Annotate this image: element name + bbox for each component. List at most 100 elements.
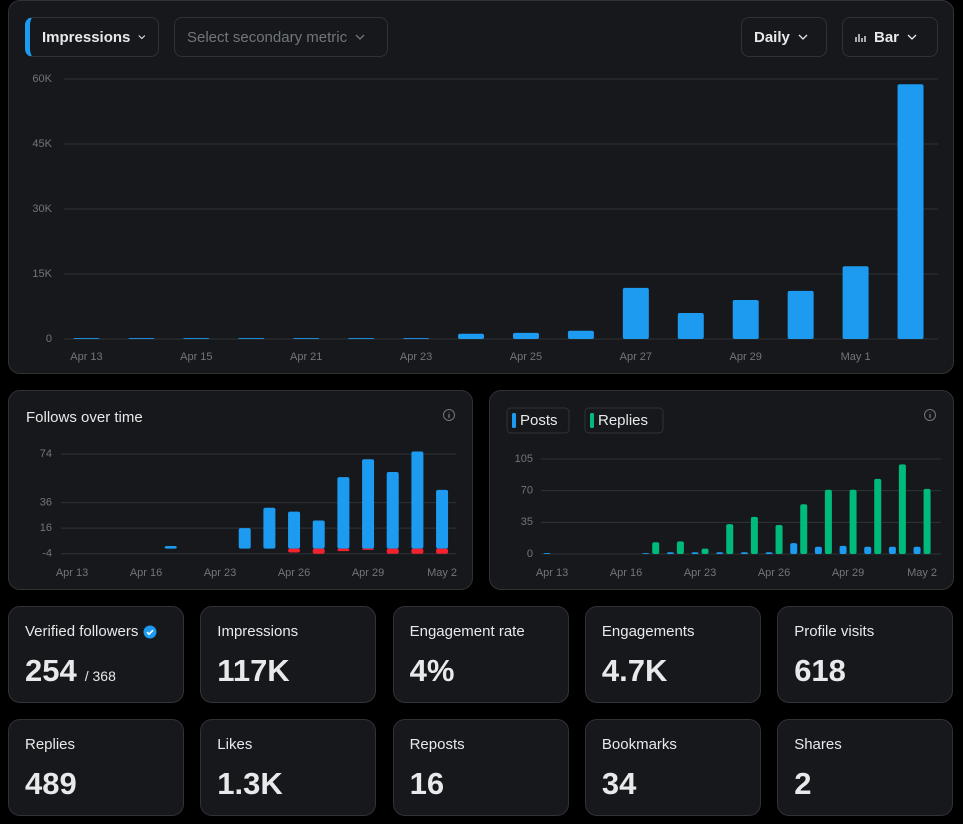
stat-value-text: 254 [25,653,77,688]
stat-label-text: Engagement rate [409,623,525,640]
bar [362,459,375,549]
bar [73,338,100,339]
x-tick-label: May 1 [841,351,871,363]
bar [732,300,759,339]
stat-card: Impressions 117K [200,606,377,703]
bar [642,553,650,554]
x-tick-label: Apr 26 [758,567,790,579]
stat-value-text: 1.3K [217,766,283,801]
x-tick-label: Apr 13 [70,351,102,363]
stat-label-text: Profile visits [794,623,875,640]
chart-type-select[interactable]: Bar [842,17,938,57]
x-tick-label: Apr 16 [130,567,162,579]
stat-card: Shares 2 [777,719,954,816]
bar [701,548,709,554]
bar [403,338,430,339]
stat-label: Shares [794,736,842,753]
secondary-select[interactable]: Select secondary metric [174,17,388,57]
y-tick-label: 16 [40,522,52,534]
interval-select[interactable]: Daily [741,17,827,57]
bar [238,338,265,339]
stat-value: 34 [602,766,636,802]
bar [348,338,375,339]
bar [337,548,350,552]
stat-label-text: Engagements [601,623,695,640]
stat-label-text: Impressions [217,623,299,640]
x-tick-label: Apr 13 [536,567,568,579]
bar [183,338,210,339]
x-tick-label: Apr 29 [832,567,864,579]
x-tick-label: Apr 29 [352,567,384,579]
legend-box [584,407,664,434]
stat-label: Reposts [410,736,465,753]
info-icon[interactable] [923,408,937,422]
y-tick-label: 70 [521,485,533,497]
x-tick-label: Apr 25 [510,351,542,363]
legend-label: Posts [520,412,558,429]
bar [652,542,660,554]
x-tick-label: May 2 [427,567,457,579]
bar [622,287,649,339]
stat-total: / 368 [84,668,116,684]
stat-label-text: Reposts [409,736,465,753]
bar [775,525,783,554]
stat-card: Profile visits 618 [777,606,954,703]
follows-chart: -4 16 36 74 Follows over time Apr 13 Apr 16 Apr… [26,409,457,579]
bar [842,266,869,339]
bar [293,338,320,339]
bar [128,338,155,339]
metric-select[interactable]: Impressions [25,17,159,57]
bar [288,548,301,553]
chevron [138,35,146,40]
legend-swatch [512,413,516,428]
x-tick-label: May 2 [907,567,937,579]
stat-card: Engagements 4.7K [584,606,761,703]
info-icon[interactable] [442,408,456,422]
x-tick-label: Apr 16 [610,567,642,579]
stat-card: Bookmarks 34 [584,719,761,816]
bar [849,489,857,554]
stat-value-text: 618 [794,653,846,688]
bar [411,451,424,549]
y-tick-label: 74 [40,448,52,460]
metric-label: Impressions [42,28,131,46]
y-tick-label: 0 [527,548,533,560]
stat-value: 618 [794,653,846,689]
bar [512,332,539,339]
chart-title: Follows over time [26,409,143,426]
stat-value: 4.7K [602,653,667,689]
legend-box [506,407,570,434]
bar [790,543,798,554]
y-tick-label: 0 [46,333,52,345]
bar [386,471,399,549]
bar [874,478,882,554]
bar [800,504,808,554]
bar [913,546,921,554]
stat-card: Likes 1.3K [200,719,377,816]
stat-value: 2 [794,766,811,802]
y-tick-label: 45K [32,138,52,150]
bar [864,546,872,554]
bar [897,84,924,339]
follows-panel: -4 16 36 74 Follows over time Apr 13 Apr 16 Apr… [8,390,473,590]
x-tick-label: Apr 23 [684,567,716,579]
stat-card: Reposts 16 [392,719,569,816]
x-tick-label: Apr 23 [204,567,236,579]
bar [436,489,449,549]
chevron [907,34,917,40]
stat-value-text: 16 [409,766,445,801]
chevron [355,34,365,40]
bar [740,552,748,554]
y-tick-label: 105 [515,453,533,465]
x-tick-label: Apr 15 [180,351,212,363]
stat-value: 16 [410,766,444,802]
stat-label: Likes [217,736,252,753]
stat-label: Engagement rate [410,623,525,640]
y-tick-label: 36 [40,497,52,509]
bar [888,546,896,554]
bar [787,290,814,339]
bar [676,541,684,554]
stat-card: Replies 489 [8,719,184,816]
bar [337,477,350,549]
